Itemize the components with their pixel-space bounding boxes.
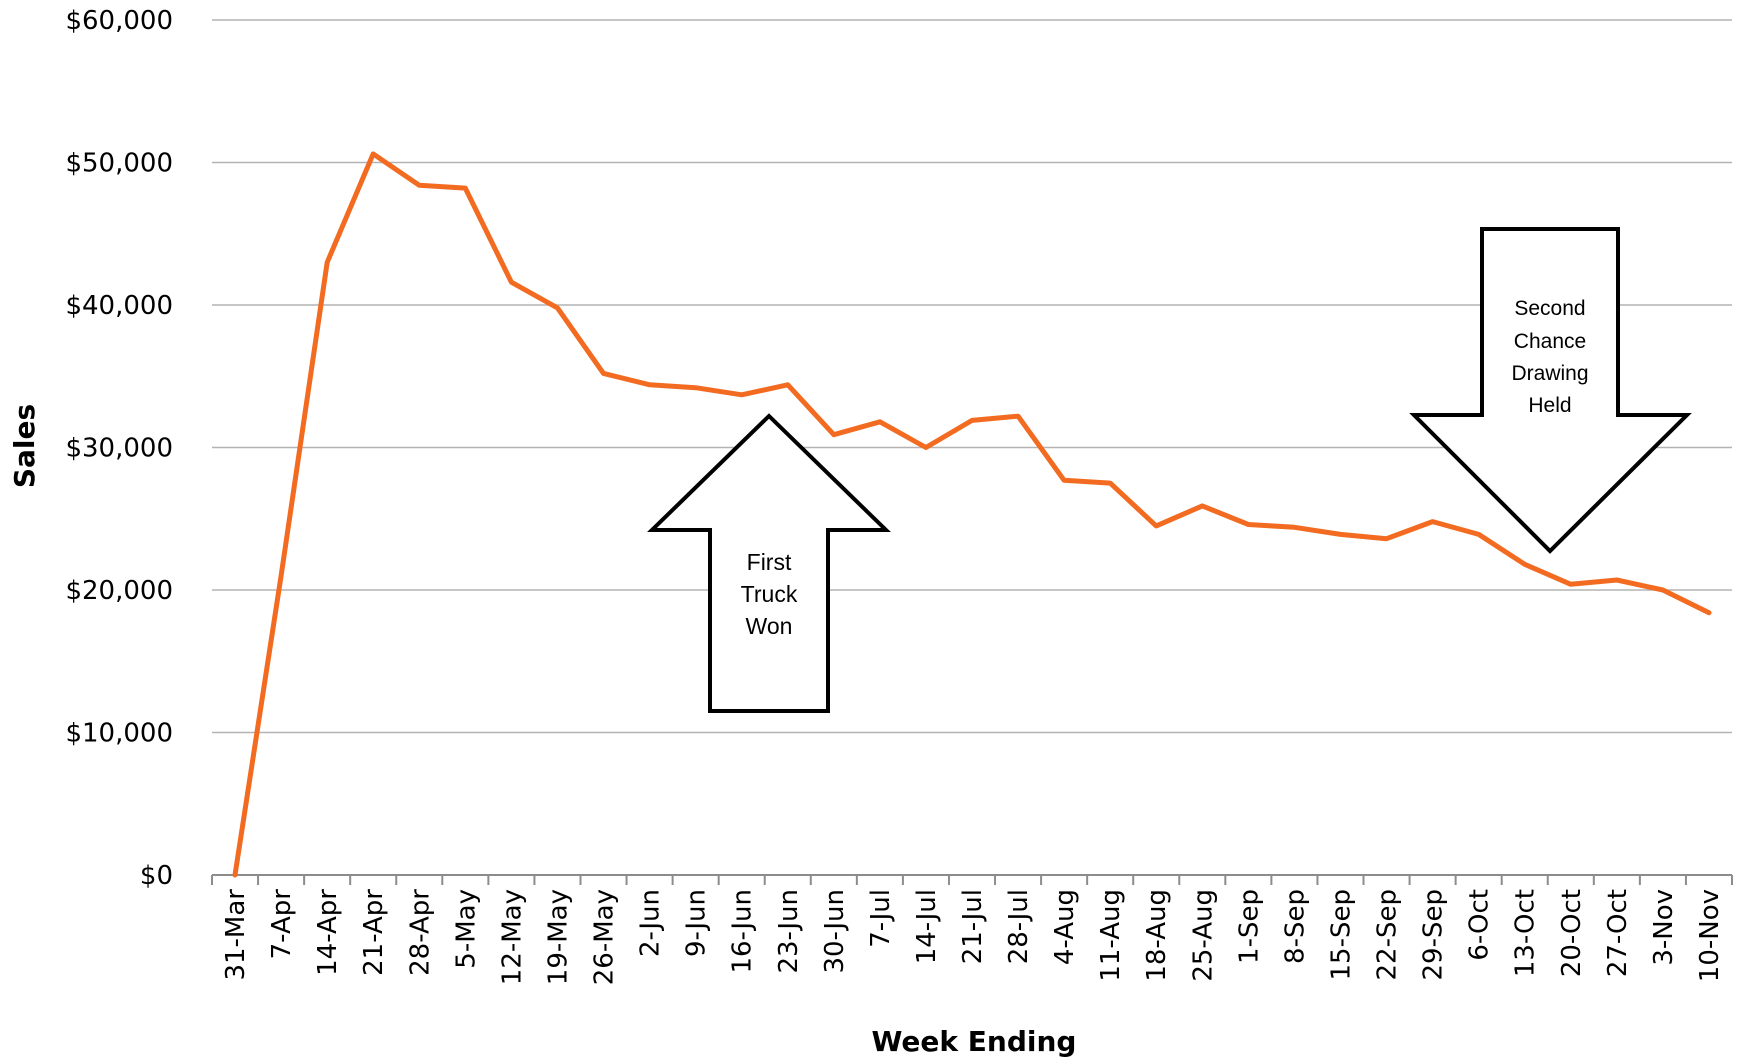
x-tick-label: 19-May — [543, 889, 573, 985]
x-tick-label: 31-Mar — [221, 889, 251, 981]
x-tick-label: 29-Sep — [1419, 889, 1449, 980]
y-tick-label: $30,000 — [65, 434, 173, 464]
x-tick-label: 15-Sep — [1326, 889, 1356, 980]
x-tick-label: 21-Jul — [958, 889, 988, 964]
gridlines — [212, 19, 1732, 734]
x-tick-label: 25-Aug — [1188, 889, 1218, 982]
x-tick-label: 2-Jun — [636, 889, 666, 957]
annotation-second-chance-line-1: Second — [1514, 297, 1585, 320]
y-tick-label: $40,000 — [65, 291, 173, 321]
annotation-second-chance-line-2: Chance — [1514, 330, 1586, 353]
x-tick-label: 9-Jun — [682, 889, 712, 957]
x-tick-label: 7-Apr — [267, 889, 297, 960]
x-tick-label: 1-Sep — [1234, 889, 1264, 964]
x-tick-label: 13-Oct — [1511, 889, 1541, 977]
x-tick-label: 8-Sep — [1280, 889, 1310, 964]
x-axis-title: Week Ending — [872, 1025, 1077, 1058]
x-axis-ticks: 31-Mar 7-Apr 14-Apr 21-Apr 28-Apr 5-May 12-May… — [221, 889, 1725, 986]
x-tick-label: 23-Jun — [774, 889, 804, 974]
x-tick-label: 6-Oct — [1465, 889, 1495, 961]
annotation-second-chance-line-4: Held — [1528, 394, 1571, 417]
x-tick-label: 5-May — [451, 889, 481, 969]
x-tick-label: 7-Jul — [866, 889, 896, 948]
up-arrow-shape — [647, 413, 891, 713]
down-arrow-shape — [1409, 227, 1692, 554]
x-tick-label: 26-May — [590, 889, 620, 985]
y-axis-title: Sales — [8, 404, 41, 488]
x-tick-label: 16-Jun — [728, 889, 758, 974]
x-axis — [211, 874, 1733, 885]
y-tick-label: $20,000 — [65, 576, 173, 606]
x-tick-label: 20-Oct — [1557, 889, 1587, 977]
annotation-first-truck-line-1: First — [747, 549, 792, 575]
x-tick-label: 3-Nov — [1649, 889, 1679, 966]
x-tick-label: 28-Jul — [1004, 889, 1034, 964]
x-tick-label: 12-May — [497, 889, 527, 985]
y-axis-ticks: $0 $10,000 $20,000 $30,000 $40,000 $50,000 $60… — [65, 6, 173, 891]
y-tick-label: $10,000 — [65, 719, 173, 749]
annotation-first-truck: First Truck Won — [647, 413, 891, 713]
y-tick-label: $60,000 — [65, 6, 173, 36]
y-tick-label: $50,000 — [65, 149, 173, 179]
x-tick-label: 22-Sep — [1373, 889, 1403, 980]
x-tick-label: 4-Aug — [1050, 889, 1080, 965]
series-layer — [232, 151, 1712, 878]
y-tick-label: $0 — [140, 861, 173, 891]
x-tick-label: 28-Apr — [405, 889, 435, 976]
x-tick-label: 10-Nov — [1695, 889, 1725, 982]
x-tick-label: 21-Apr — [359, 889, 389, 976]
annotation-first-truck-line-2: Truck — [741, 581, 798, 607]
x-tick-label: 14-Apr — [313, 889, 343, 976]
x-tick-label: 30-Jun — [820, 889, 850, 974]
x-tick-label: 11-Aug — [1096, 889, 1126, 982]
x-tick-label: 14-Jul — [912, 889, 942, 964]
x-tick-label: 18-Aug — [1142, 889, 1172, 982]
x-tick-label: 27-Oct — [1603, 889, 1633, 977]
annotation-first-truck-line-3: Won — [746, 613, 793, 639]
annotation-second-chance: Second Chance Drawing Held — [1409, 227, 1692, 554]
annotation-second-chance-line-3: Drawing — [1511, 362, 1588, 385]
